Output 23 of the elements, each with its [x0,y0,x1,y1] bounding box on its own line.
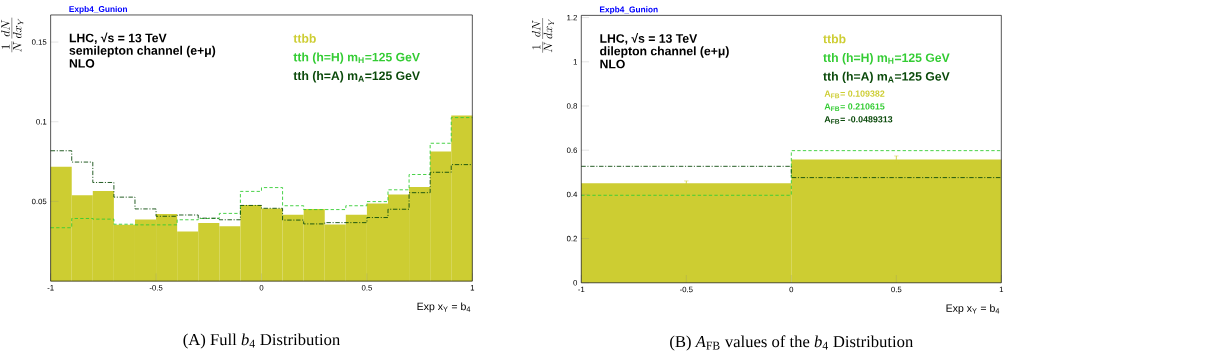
text: ttbb [293,33,316,43]
text: (A) Full b$_{4}$ Distribution [183,333,340,349]
x-axis-title: Exp x$_{Y}$ = b$_{4}$ [417,302,471,313]
text: tth (h=A) m$_{A}$=125 GeV [823,71,950,84]
x-axis-title: Exp x$_{Y}$ = b$_{4}$ [946,304,1000,314]
y-axis-title: $\frac{1}{N}\frac{dN}{dx_{Y}}$ [531,18,554,53]
chart-title: Expb4_Gunion [69,5,127,14]
annotation: semilepton channel (e+μ) [69,45,216,58]
annotation: A$_{FB}$= -0.0489313 [824,116,893,124]
y-axis-title: $\frac{1}{N}\frac{dN}{dx_{Y}}$ [1,17,24,53]
annotation: dilepton channel (e+μ) [600,46,729,58]
text: ttbb [823,34,846,44]
annotation: A$_{FB}$= 0.210615 [824,103,885,112]
annotation: NLO [69,59,95,68]
text: (B) A$_{FB}$ values of the b$_{4}$ Distribution [670,335,914,351]
annotation: LHC, √s = 13 TeV [600,32,698,45]
annotation: A$_{FB}$= 0.109382 [824,90,885,99]
text: tth (h=H) m$_{H}$=125 GeV [823,53,950,65]
text: tth (h=A) m$_{A}$=125 GeV [293,71,420,83]
text: tth (h=H) m$_{H}$=125 GeV [293,52,420,64]
annotation: LHC, √s = 13 TeV [69,32,167,45]
annotation: NLO [600,59,625,69]
chart-title: Expb4_Gunion [599,6,658,15]
